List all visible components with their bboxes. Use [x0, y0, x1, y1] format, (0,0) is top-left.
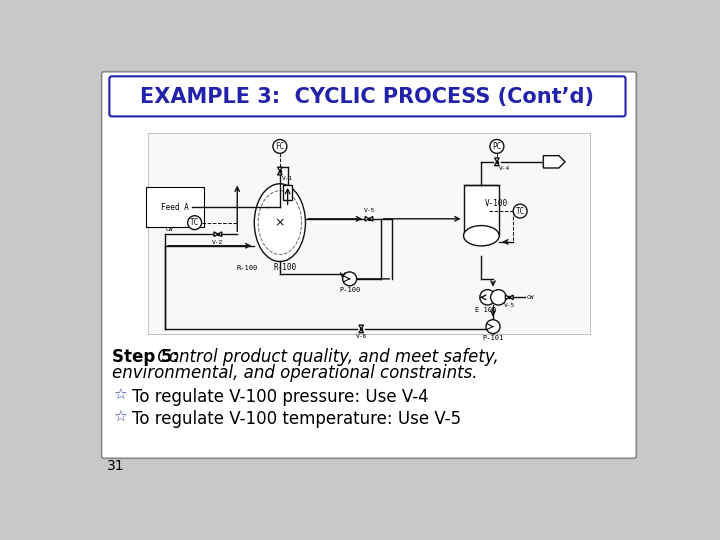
- Polygon shape: [277, 171, 282, 175]
- Text: 31: 31: [107, 459, 125, 473]
- Circle shape: [490, 289, 506, 305]
- Polygon shape: [495, 162, 499, 166]
- Text: E 100: E 100: [474, 307, 496, 313]
- Text: CW: CW: [526, 295, 534, 300]
- Text: To regulate V-100 temperature: Use V-5: To regulate V-100 temperature: Use V-5: [132, 410, 461, 428]
- Polygon shape: [214, 232, 218, 237]
- Text: V-1: V-1: [282, 177, 292, 181]
- Text: V-5: V-5: [504, 303, 515, 308]
- Text: FC: FC: [275, 142, 284, 151]
- Text: V-2: V-2: [212, 240, 223, 245]
- Polygon shape: [218, 232, 222, 237]
- Text: Control product quality, and meet safety,: Control product quality, and meet safety…: [152, 348, 499, 366]
- Ellipse shape: [464, 226, 499, 246]
- Text: Feed A: Feed A: [161, 202, 189, 212]
- FancyBboxPatch shape: [109, 76, 626, 117]
- Text: PC: PC: [492, 142, 502, 151]
- Bar: [148, 132, 590, 334]
- Text: ☆: ☆: [113, 388, 127, 403]
- Text: ☆: ☆: [113, 410, 127, 425]
- Polygon shape: [544, 156, 565, 168]
- Circle shape: [188, 215, 202, 230]
- Circle shape: [273, 139, 287, 153]
- Text: R-100: R-100: [274, 262, 297, 272]
- Ellipse shape: [254, 184, 305, 261]
- Circle shape: [343, 272, 356, 286]
- Text: P-101: P-101: [482, 335, 503, 341]
- Polygon shape: [505, 295, 509, 300]
- Polygon shape: [369, 217, 373, 221]
- Circle shape: [480, 289, 495, 305]
- Bar: [283, 185, 292, 200]
- Text: TC: TC: [516, 207, 525, 215]
- Text: Step 5:: Step 5:: [112, 348, 179, 366]
- Text: V-4: V-4: [498, 166, 510, 171]
- FancyBboxPatch shape: [102, 72, 636, 458]
- Text: CW: CW: [165, 227, 173, 232]
- Text: V-6: V-6: [356, 334, 367, 339]
- Polygon shape: [359, 325, 364, 329]
- Circle shape: [490, 139, 504, 153]
- Polygon shape: [365, 217, 369, 221]
- Text: B: B: [552, 157, 557, 166]
- Polygon shape: [495, 158, 499, 162]
- Text: environmental, and operational constraints.: environmental, and operational constrain…: [112, 363, 477, 382]
- Circle shape: [486, 320, 500, 334]
- Text: P-100: P-100: [339, 287, 360, 293]
- Polygon shape: [359, 329, 364, 333]
- Bar: [464, 185, 499, 236]
- Circle shape: [513, 204, 527, 218]
- Text: R-100: R-100: [237, 265, 258, 271]
- Text: ×: ×: [274, 216, 285, 229]
- Polygon shape: [277, 167, 282, 171]
- Text: V-100: V-100: [485, 199, 508, 208]
- Text: EXAMPLE 3:  CYCLIC PROCESS (Cont’d): EXAMPLE 3: CYCLIC PROCESS (Cont’d): [140, 87, 595, 107]
- Polygon shape: [509, 295, 513, 300]
- Text: To regulate V-100 pressure: Use V-4: To regulate V-100 pressure: Use V-4: [132, 388, 428, 406]
- Text: TC: TC: [190, 218, 199, 227]
- Text: V-5: V-5: [364, 208, 374, 213]
